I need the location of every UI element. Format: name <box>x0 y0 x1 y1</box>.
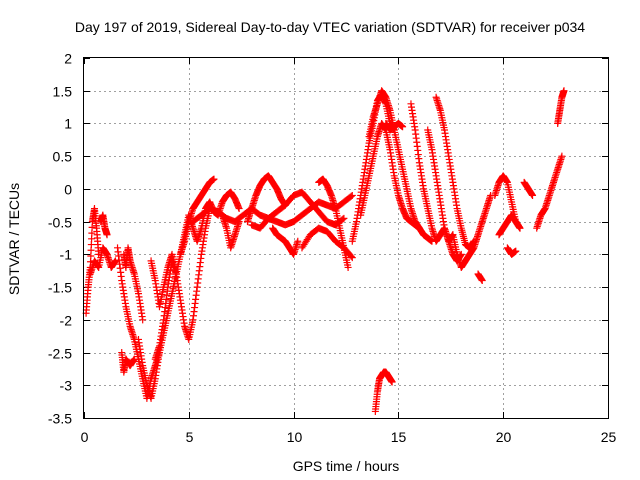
data-point <box>111 257 119 265</box>
y-tick-label: 0.5 <box>53 149 73 165</box>
series-arc-21 <box>382 119 407 134</box>
x-axis-label: GPS time / hours <box>293 458 400 474</box>
y-tick-label: 1.5 <box>53 84 73 100</box>
series-arc-27 <box>474 270 486 285</box>
x-tick-label: 20 <box>496 429 512 445</box>
data-point <box>347 252 355 260</box>
series-arc-19 <box>357 119 436 245</box>
series-arc-15 <box>269 224 302 258</box>
plot-frame <box>83 57 609 419</box>
series-arc-32 <box>554 87 568 127</box>
series-arc-17 <box>315 175 352 271</box>
data-point <box>347 192 355 200</box>
data-point <box>348 254 356 262</box>
x-tick-label: 0 <box>81 429 89 445</box>
x-tick-label: 25 <box>601 429 617 445</box>
x-tick-label: 5 <box>186 429 194 445</box>
series-arc-30 <box>503 244 520 258</box>
series-arc-29 <box>495 211 524 239</box>
data-point <box>399 123 407 131</box>
x-tick-label: 15 <box>391 429 407 445</box>
series-arc-33 <box>520 178 537 199</box>
data-point <box>294 237 302 245</box>
data-point <box>388 378 396 386</box>
data-point <box>344 263 352 271</box>
data-point <box>130 355 138 363</box>
y-tick-label: -1.5 <box>48 280 72 296</box>
series-arc-25 <box>432 93 478 252</box>
x-tick-label: 10 <box>287 429 303 445</box>
series-arc-22 <box>371 368 396 415</box>
data-point <box>415 224 423 232</box>
series-arc-12 <box>218 211 243 252</box>
series-arc-6 <box>118 349 138 376</box>
data-point <box>478 277 486 285</box>
data-point <box>558 152 566 160</box>
data-point <box>560 87 568 95</box>
y-tick-label: -2.5 <box>48 346 72 362</box>
data-point <box>339 215 347 223</box>
y-tick-label: 1 <box>64 116 72 132</box>
grid-lines <box>84 58 608 418</box>
y-tick-label: 0 <box>64 182 72 198</box>
y-tick-label: -3.5 <box>48 411 72 427</box>
data-point <box>235 205 243 213</box>
y-tick-label: 2 <box>64 51 72 67</box>
chart-title: Day 197 of 2019, Sidereal Day-to-day VTE… <box>75 19 585 35</box>
data-point <box>348 191 356 199</box>
series-arc-5 <box>120 244 147 324</box>
data-point <box>103 231 111 239</box>
data-point <box>235 218 243 226</box>
data-point <box>516 224 524 232</box>
data-point <box>340 214 348 222</box>
y-tick-label: -2 <box>60 313 73 329</box>
y-tick-label: -1 <box>60 247 73 263</box>
series-arc-3 <box>97 211 111 239</box>
series-arc-31 <box>533 152 566 232</box>
data-point <box>512 247 520 255</box>
series-arc-14 <box>248 188 348 232</box>
series-arc-2 <box>86 244 119 278</box>
data-point <box>210 175 218 183</box>
data-point <box>529 191 537 199</box>
series-arc-20 <box>365 87 423 232</box>
data-point <box>172 270 180 278</box>
series-arc-13 <box>243 172 289 226</box>
series-arc-9 <box>147 250 180 311</box>
series-arc-26 <box>449 191 495 271</box>
data-point <box>139 316 147 324</box>
axis-ticks: 0 5 10 15 20 25 -3.5 -3 -2.5 -2 -1.5 -1 -0.5 0 0.5 1 1.5… <box>48 51 617 446</box>
y-tick-label: -3 <box>60 378 73 394</box>
data-points <box>82 87 568 415</box>
y-tick-label: -0.5 <box>48 215 72 231</box>
y-axis-label: SDTVAR / TECUs <box>6 183 22 295</box>
